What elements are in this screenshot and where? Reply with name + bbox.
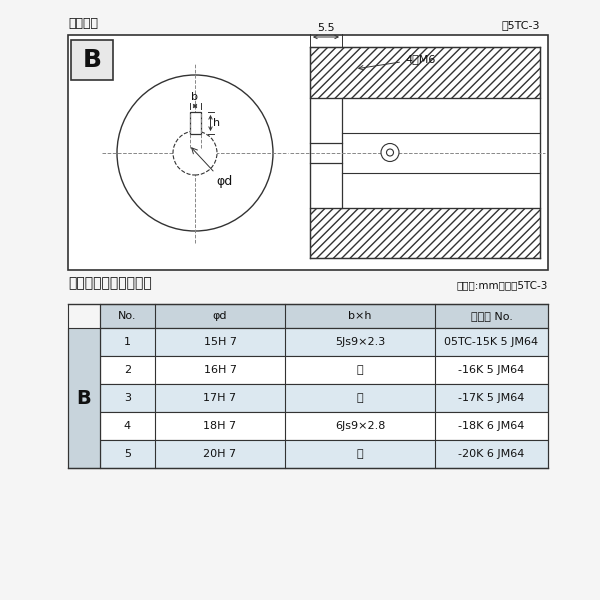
- Text: （単位:mm）　表5TC-3: （単位:mm） 表5TC-3: [457, 280, 548, 290]
- Text: B: B: [77, 389, 91, 407]
- Text: 2: 2: [124, 365, 131, 375]
- Bar: [100, 412, 548, 440]
- Text: b: b: [191, 92, 199, 102]
- Text: 3: 3: [124, 393, 131, 403]
- Bar: [310, 47, 540, 97]
- Text: 05TC-15K 5 JM64: 05TC-15K 5 JM64: [445, 337, 539, 347]
- Circle shape: [381, 143, 399, 161]
- Text: b×h: b×h: [348, 311, 372, 321]
- Text: 16H 7: 16H 7: [203, 365, 236, 375]
- Text: 20H 7: 20H 7: [203, 449, 236, 459]
- Bar: [310, 133, 540, 173]
- Text: 5Js9×2.3: 5Js9×2.3: [335, 337, 385, 347]
- Text: φd: φd: [216, 175, 232, 188]
- Text: B: B: [83, 48, 101, 72]
- Bar: [190, 112, 200, 134]
- Text: -16K 5 JM64: -16K 5 JM64: [458, 365, 524, 375]
- Circle shape: [117, 75, 273, 231]
- Text: -20K 6 JM64: -20K 6 JM64: [458, 449, 524, 459]
- Text: 〃: 〃: [356, 365, 364, 375]
- Text: No.: No.: [118, 311, 137, 321]
- Text: 〃: 〃: [356, 393, 364, 403]
- Text: 5: 5: [124, 449, 131, 459]
- Text: φd: φd: [213, 311, 227, 321]
- Text: 〃: 〃: [356, 449, 364, 459]
- Bar: [100, 356, 548, 384]
- Bar: [100, 384, 548, 412]
- Text: 囵5TC-3: 囵5TC-3: [502, 20, 540, 30]
- Text: -17K 5 JM64: -17K 5 JM64: [458, 393, 524, 403]
- Text: h: h: [214, 118, 221, 128]
- Text: 1: 1: [124, 337, 131, 347]
- Circle shape: [386, 149, 394, 156]
- Text: 4: 4: [124, 421, 131, 431]
- Bar: [71, 40, 113, 80]
- Bar: [310, 208, 540, 258]
- Text: コード No.: コード No.: [470, 311, 512, 321]
- Bar: [68, 35, 548, 270]
- Text: 18H 7: 18H 7: [203, 421, 236, 431]
- Text: -18K 6 JM64: -18K 6 JM64: [458, 421, 524, 431]
- Bar: [100, 328, 548, 356]
- Bar: [100, 304, 548, 328]
- Text: 6Js9×2.8: 6Js9×2.8: [335, 421, 385, 431]
- Text: 15H 7: 15H 7: [203, 337, 236, 347]
- Bar: [310, 142, 342, 163]
- Bar: [310, 133, 342, 173]
- Bar: [68, 328, 100, 468]
- Circle shape: [173, 131, 217, 175]
- Text: 軸穴形状: 軸穴形状: [68, 17, 98, 30]
- Text: 5.5: 5.5: [317, 23, 335, 33]
- Text: 17H 7: 17H 7: [203, 393, 236, 403]
- Text: 4－M6: 4－M6: [359, 54, 436, 70]
- Bar: [100, 440, 548, 468]
- Text: 軸穴形状コード一覧表: 軸穴形状コード一覧表: [68, 276, 152, 290]
